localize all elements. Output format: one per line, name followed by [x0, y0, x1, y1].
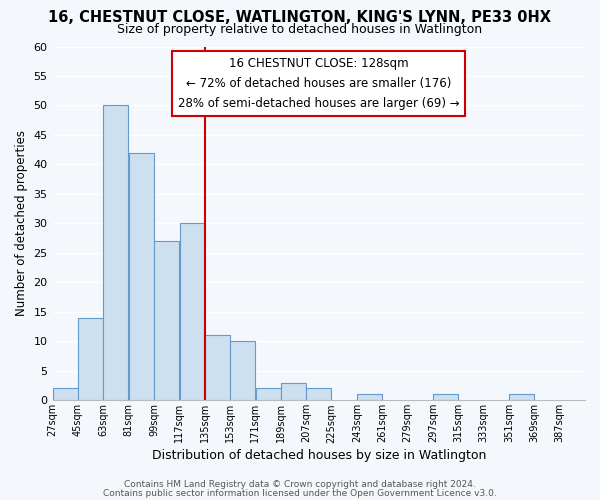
- Bar: [357, 394, 382, 400]
- Y-axis label: Number of detached properties: Number of detached properties: [15, 130, 28, 316]
- Bar: [53, 388, 77, 400]
- Bar: [129, 152, 154, 400]
- X-axis label: Distribution of detached houses by size in Watlington: Distribution of detached houses by size …: [152, 450, 486, 462]
- Bar: [307, 388, 331, 400]
- Text: 16 CHESTNUT CLOSE: 128sqm
← 72% of detached houses are smaller (176)
28% of semi: 16 CHESTNUT CLOSE: 128sqm ← 72% of detac…: [178, 57, 460, 110]
- Bar: [154, 241, 179, 400]
- Text: 16, CHESTNUT CLOSE, WATLINGTON, KING'S LYNN, PE33 0HX: 16, CHESTNUT CLOSE, WATLINGTON, KING'S L…: [49, 10, 551, 25]
- Text: Size of property relative to detached houses in Watlington: Size of property relative to detached ho…: [118, 22, 482, 36]
- Bar: [281, 382, 306, 400]
- Bar: [179, 224, 205, 400]
- Bar: [433, 394, 458, 400]
- Bar: [230, 342, 255, 400]
- Bar: [256, 388, 281, 400]
- Text: Contains HM Land Registry data © Crown copyright and database right 2024.: Contains HM Land Registry data © Crown c…: [124, 480, 476, 489]
- Bar: [103, 106, 128, 401]
- Bar: [78, 318, 103, 400]
- Bar: [509, 394, 534, 400]
- Bar: [205, 336, 230, 400]
- Text: Contains public sector information licensed under the Open Government Licence v3: Contains public sector information licen…: [103, 488, 497, 498]
